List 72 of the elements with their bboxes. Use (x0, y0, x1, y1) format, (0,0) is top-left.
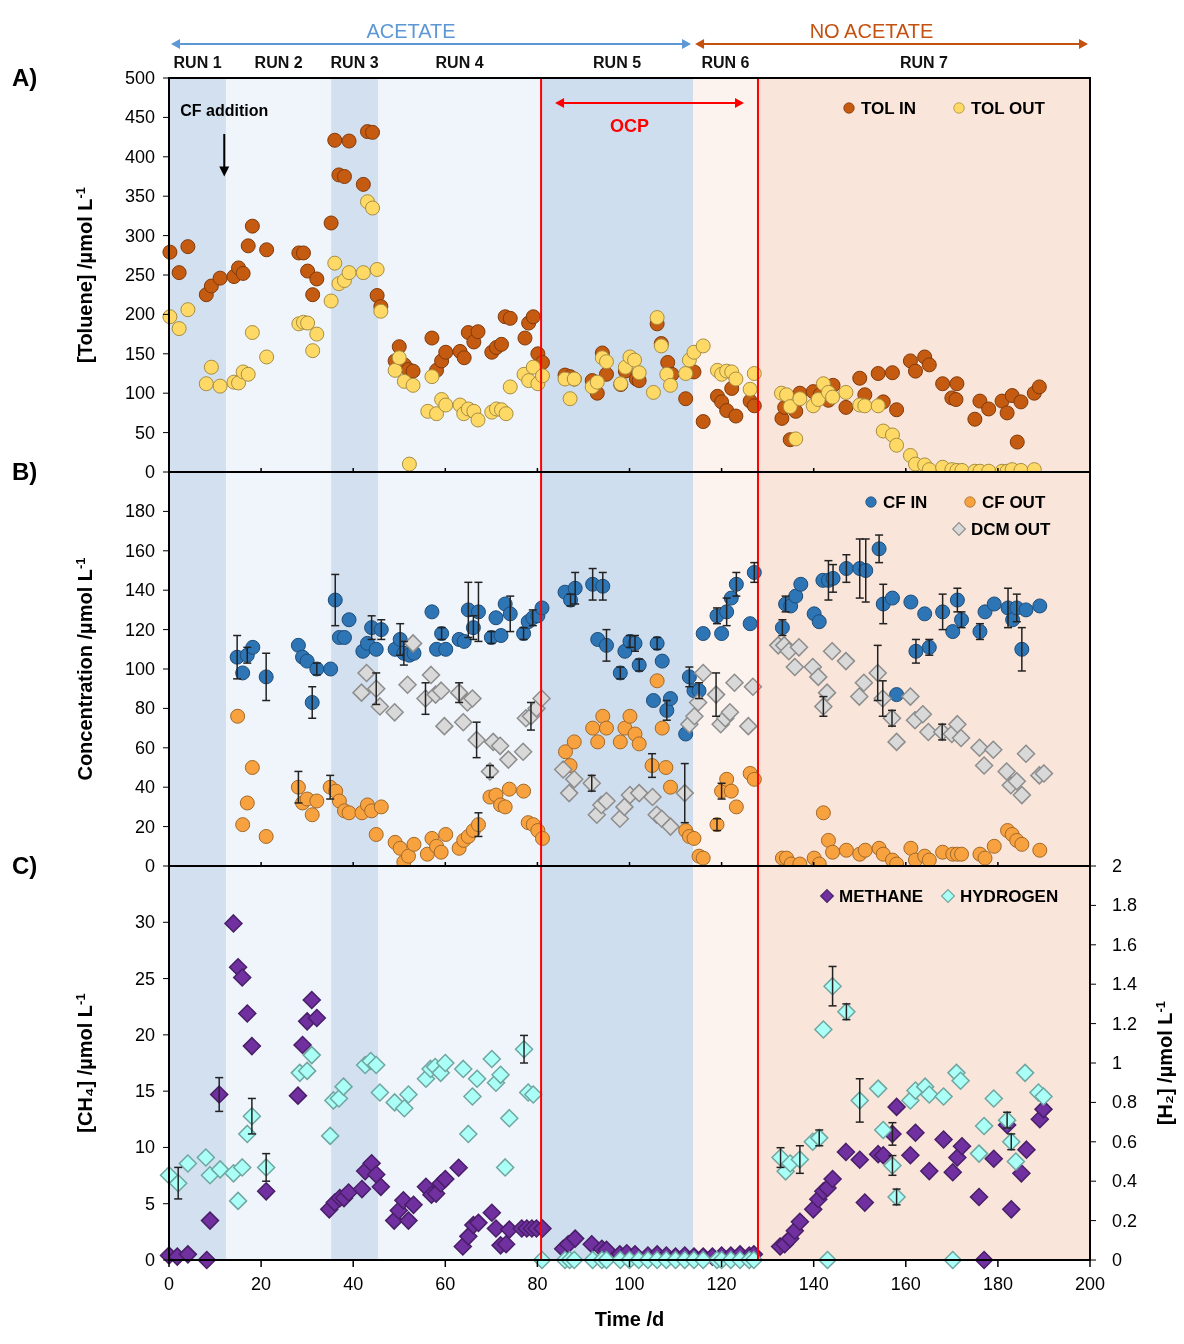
y2-tick-label: 1 (1112, 1053, 1123, 1073)
y-tick-label: 20 (134, 1024, 155, 1045)
y-tick-label: 10 (134, 1137, 155, 1158)
y-tick-label: 40 (134, 777, 155, 798)
legend-label: METHANE (839, 887, 924, 906)
y2-tick-label: 0.6 (1112, 1131, 1138, 1152)
y2-tick-label: 1.2 (1112, 1013, 1138, 1034)
annotation: OCP (610, 116, 650, 136)
annotation: CF addition (180, 102, 269, 119)
legend-label: DCM OUT (971, 520, 1051, 539)
legend-label: TOL OUT (971, 99, 1046, 118)
y-tick-label: 5 (144, 1193, 155, 1214)
y-tick-label: 200 (124, 304, 155, 325)
y-tick-label: 20 (134, 816, 155, 837)
legend-label: HYDROGEN (960, 887, 1059, 906)
y-tick-label: 0 (144, 462, 155, 482)
y-tick-label: 450 (124, 107, 155, 128)
x-tick-label: 100 (614, 1274, 645, 1294)
legend-label: TOL IN (861, 99, 917, 118)
text: NO ACETATE (809, 20, 934, 42)
x-tick-label: 120 (706, 1274, 737, 1294)
x-tick-label: 140 (798, 1274, 829, 1294)
x-tick-label: 80 (527, 1274, 548, 1294)
band-label: RUN 4 (435, 54, 484, 71)
y-tick-label: 15 (134, 1081, 155, 1102)
band-label: RUN 1 (173, 54, 222, 71)
y-tick-label: 400 (124, 146, 155, 167)
legend-label: CF IN (883, 493, 928, 512)
y2-tick-label: 0.4 (1112, 1171, 1138, 1192)
text: ACETATE (366, 20, 456, 42)
chart-title: B) (12, 458, 38, 485)
x-tick-label: 40 (343, 1274, 364, 1294)
y-tick-label: 250 (124, 265, 155, 285)
y2-tick-label: 0 (1112, 1250, 1123, 1270)
y2-tick-label: 0.2 (1112, 1210, 1138, 1231)
y2-tick-label: 2 (1112, 856, 1123, 876)
y-tick-label: 120 (124, 619, 155, 640)
x-tick-label: 200 (1074, 1274, 1106, 1294)
x-tick-label: 160 (890, 1274, 921, 1294)
chart-title: C) (12, 852, 38, 879)
band-label: RUN 6 (701, 54, 750, 71)
y-tick-label: 140 (124, 580, 155, 601)
y-tick-label: 150 (124, 343, 155, 364)
y-tick-label: 30 (134, 912, 155, 933)
y-tick-label: 25 (134, 968, 155, 989)
y2-tick-label: 1.8 (1112, 895, 1138, 916)
y-tick-label: 0 (144, 1250, 155, 1270)
y-tick-label: 0 (144, 856, 155, 876)
band-label: RUN 2 (254, 54, 303, 71)
chart-title: A) (12, 64, 38, 91)
y-tick-label: 60 (134, 737, 155, 758)
y-tick-label: 100 (124, 383, 155, 404)
x-tick-label: 0 (163, 1274, 175, 1294)
y2-tick-label: 1.6 (1112, 934, 1138, 955)
y2-tick-label: 1.4 (1112, 974, 1138, 995)
y-tick-label: 100 (124, 659, 155, 679)
x-tick-label: 180 (982, 1274, 1013, 1294)
y-tick-label: 180 (124, 501, 155, 522)
y-tick-label: 80 (134, 698, 155, 719)
band-label: RUN 7 (899, 54, 949, 71)
x-tick-label: 20 (251, 1274, 272, 1294)
y-tick-label: 300 (124, 225, 155, 246)
x-axis-title: Time /d (594, 1308, 665, 1330)
band-label: RUN 5 (593, 54, 642, 71)
y2-tick-label: 0.8 (1112, 1092, 1138, 1113)
x-tick-label: 60 (435, 1274, 456, 1294)
y-tick-label: 500 (124, 68, 155, 88)
y-tick-label: 350 (124, 186, 155, 207)
y-tick-label: 50 (134, 422, 155, 443)
y-tick-label: 160 (124, 540, 155, 561)
legend-label: CF OUT (982, 493, 1046, 512)
band-label: RUN 3 (330, 54, 379, 71)
